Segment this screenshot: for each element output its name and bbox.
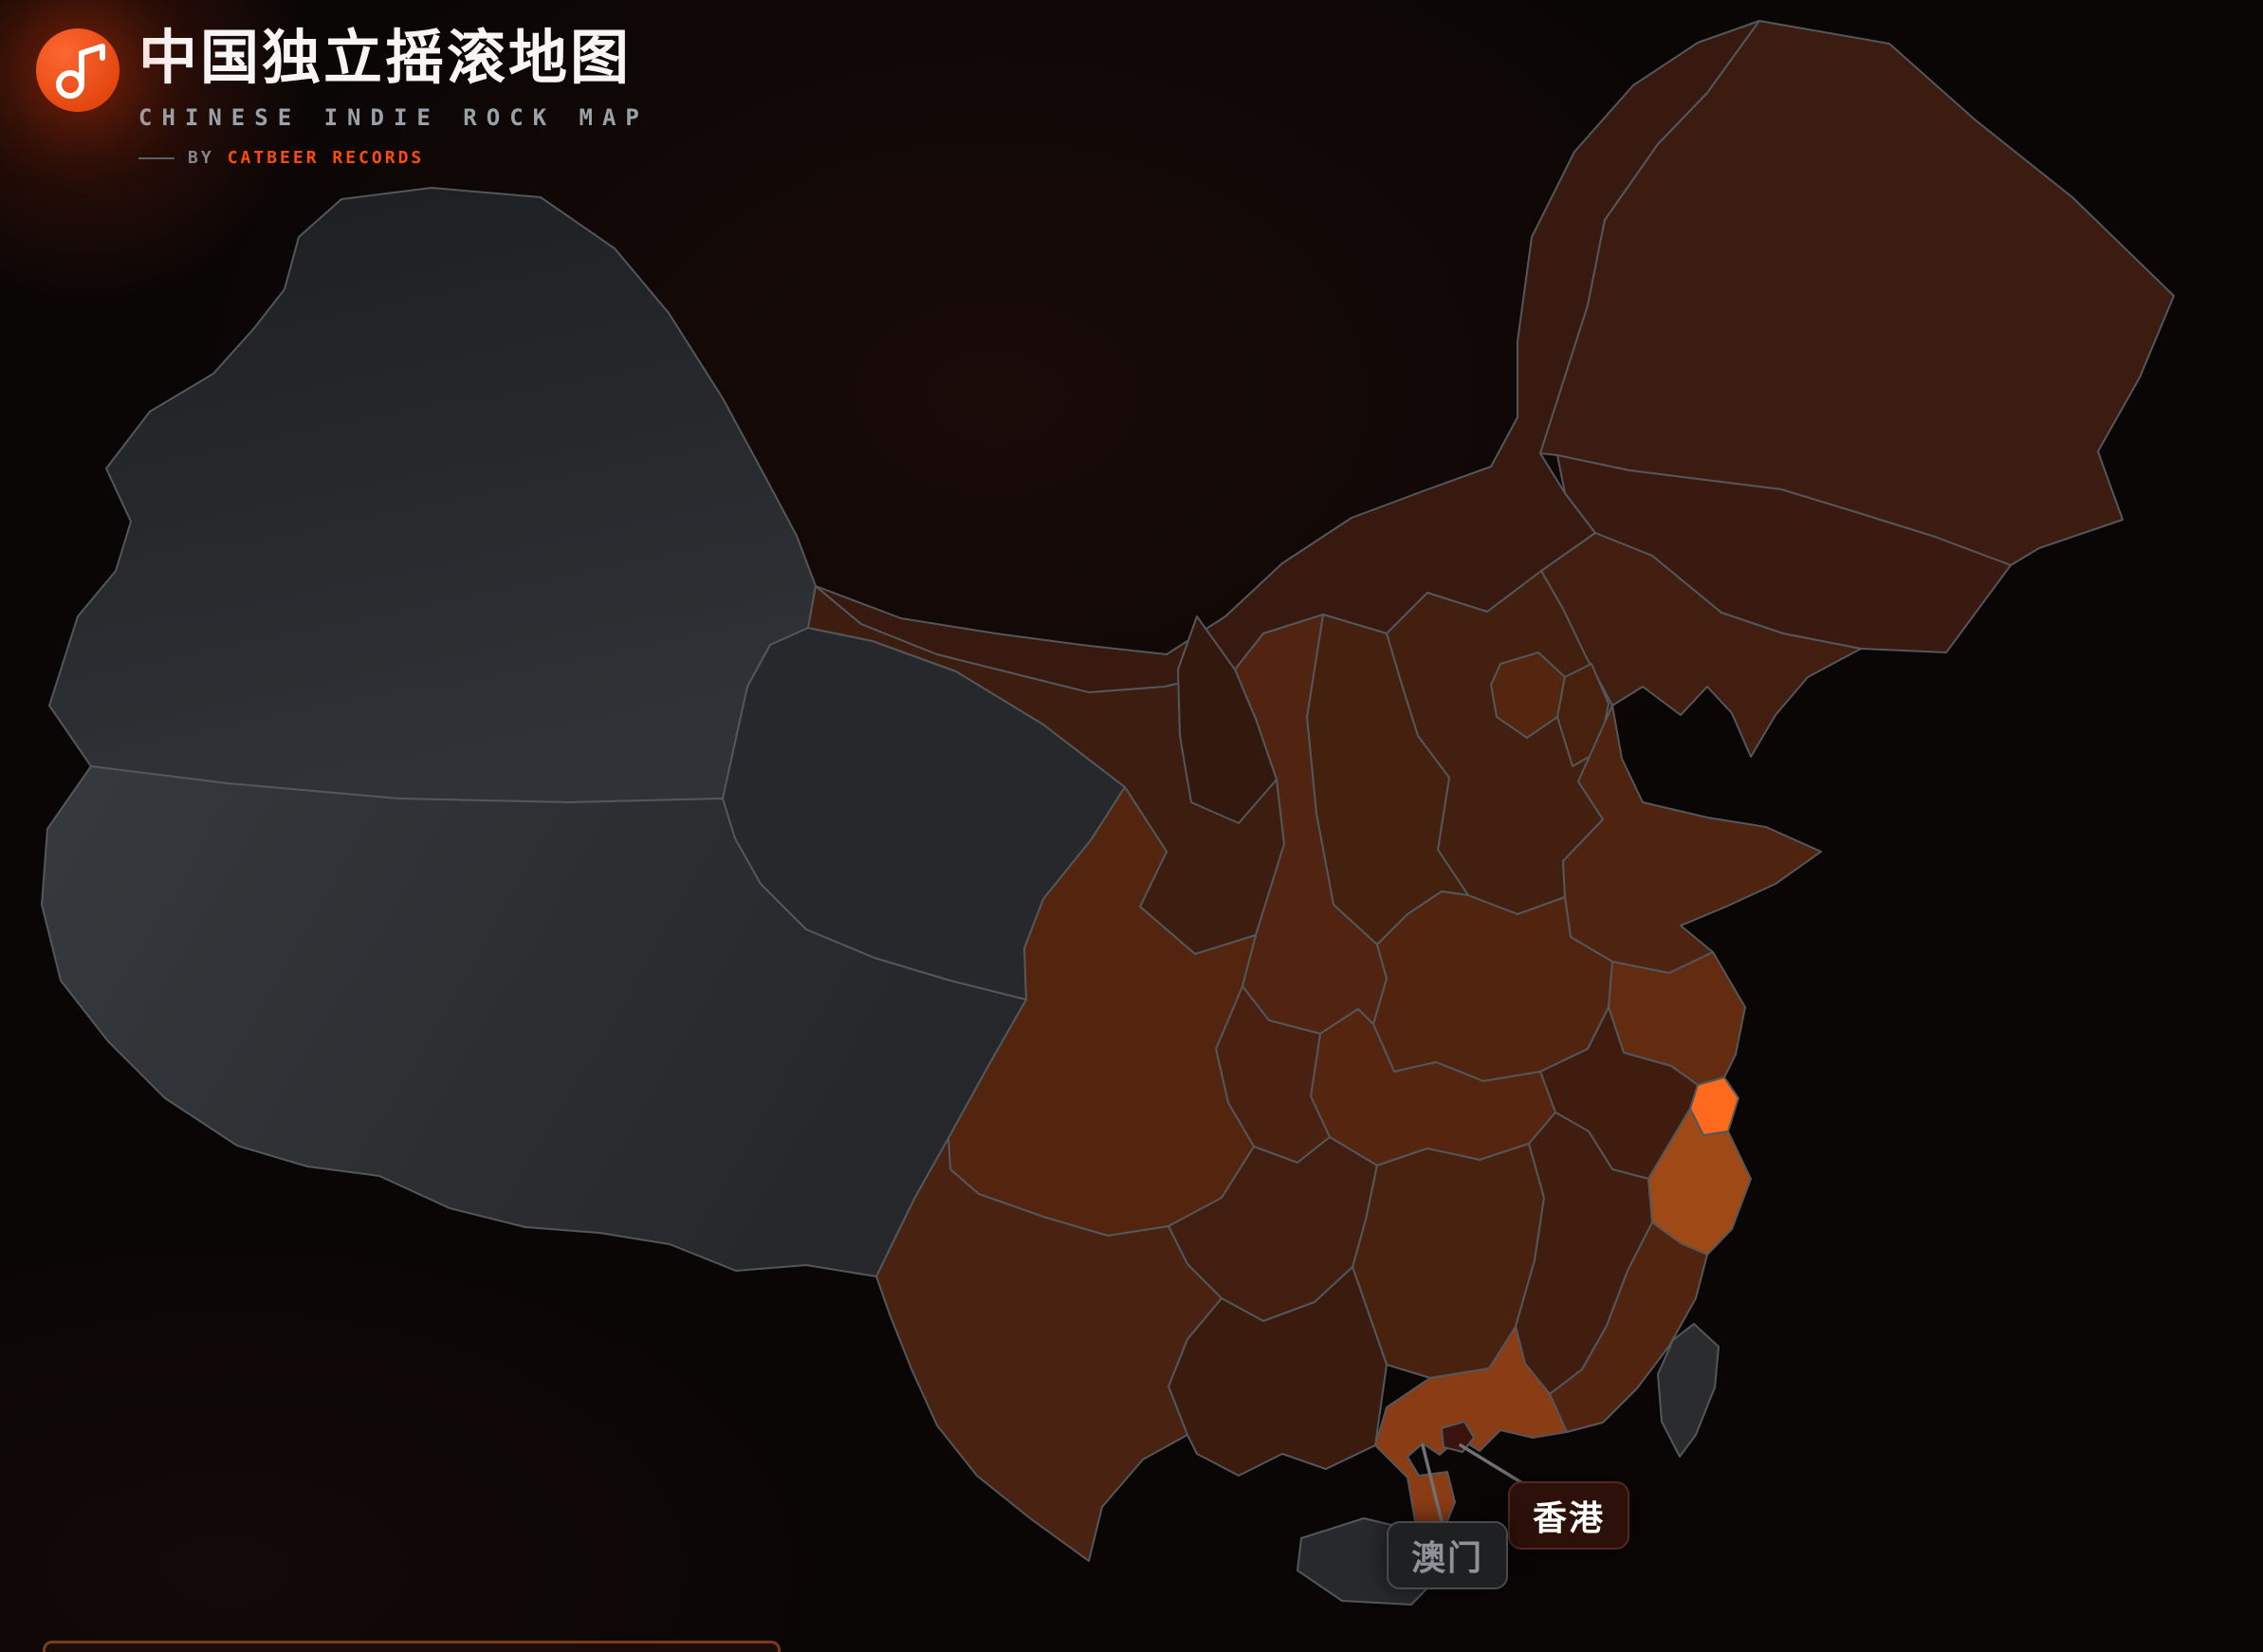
region-taiwan[interactable] (1657, 1323, 1720, 1458)
header: 中国独立摇滚地图 CHINESE INDIE ROCK MAP BY CATBE… (36, 27, 649, 168)
byline-dash (138, 156, 175, 159)
callout-hong-kong-label: 香港 (1533, 1498, 1606, 1537)
leader-line-macau (1421, 1443, 1444, 1523)
callout-hong-kong[interactable]: 香港 (1508, 1481, 1630, 1550)
region-ningxia[interactable] (1177, 615, 1278, 824)
header-text: 中国独立摇滚地图 CHINESE INDIE ROCK MAP BY CATBE… (36, 27, 649, 168)
logo-badge[interactable] (36, 28, 120, 112)
region-xinjiang[interactable] (48, 187, 817, 803)
region-layer (41, 20, 2175, 1606)
page-subtitle: CHINESE INDIE ROCK MAP (138, 104, 649, 132)
region-beijing[interactable] (1490, 652, 1566, 739)
bottom-panel-edge[interactable] (43, 1641, 781, 1652)
music-note-icon (56, 44, 105, 99)
callout-macau[interactable]: 澳门 (1387, 1521, 1509, 1589)
region-shandong[interactable] (1562, 705, 1822, 974)
region-guangdong[interactable] (1374, 1326, 1568, 1566)
byline: BY CATBEER RECORDS (138, 148, 649, 168)
brand-link[interactable]: CATBEER RECORDS (227, 148, 425, 169)
region-hongkong[interactable] (1441, 1421, 1475, 1453)
region-yunnan[interactable] (875, 1137, 1223, 1562)
region-shanghai[interactable] (1689, 1076, 1739, 1136)
callout-macau-label: 澳门 (1411, 1538, 1484, 1577)
byline-prefix: BY (188, 148, 214, 169)
page-title: 中国独立摇滚地图 (138, 27, 633, 91)
region-fujian[interactable] (1549, 1221, 1708, 1433)
